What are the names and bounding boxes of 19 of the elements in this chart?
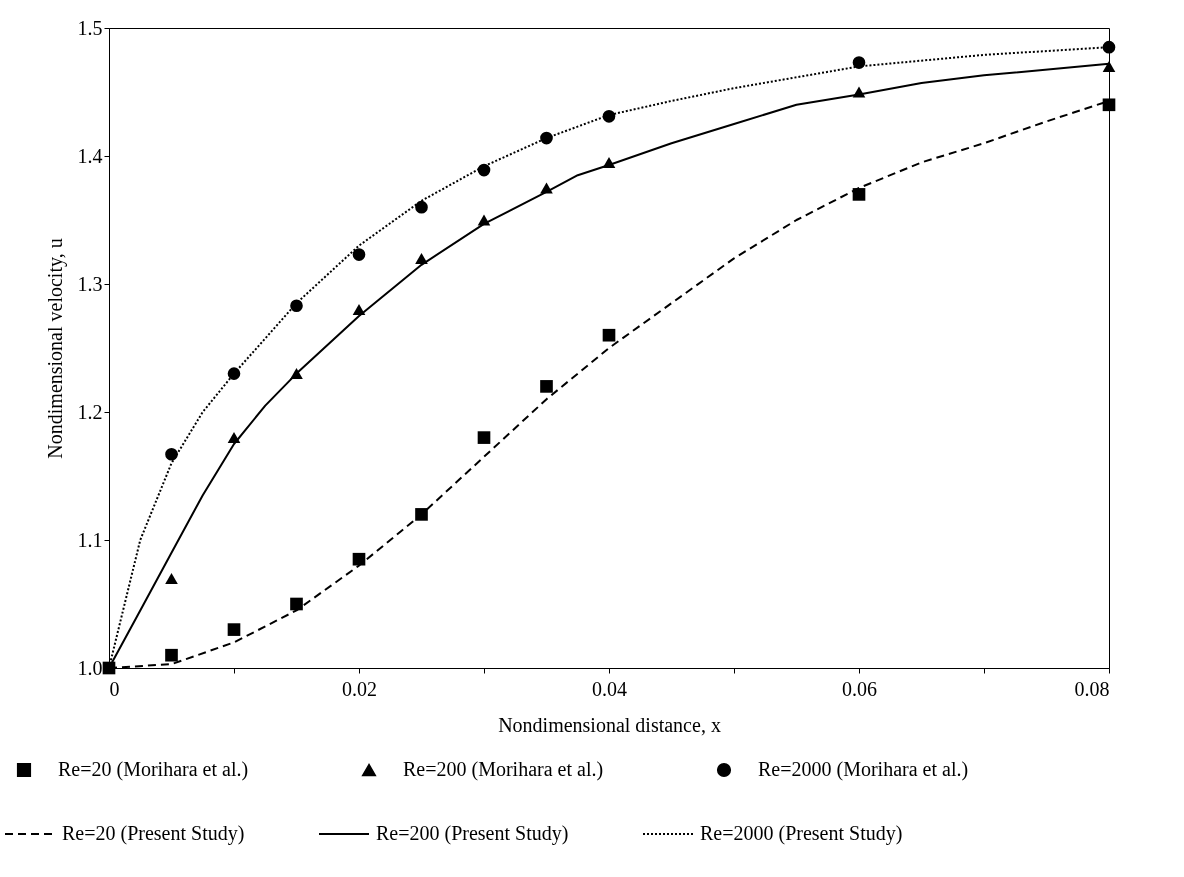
y-tick-label: 1.3 [77,272,103,295]
x-tick-label: 0.06 [842,677,877,700]
x-axis-title: Nondimensional distance, x [498,713,721,736]
x-tick-label: 0.08 [1074,677,1110,700]
legend-label: Re=200 (Morihara et al.) [403,758,604,781]
x-tick-label: 0 [109,677,120,700]
y-tick-label: 1.1 [77,528,103,551]
y-tick-label: 1.2 [77,400,103,423]
y-tick-label: 1.0 [77,656,103,679]
y-tick-label: 1.5 [77,16,103,39]
y-axis-title: Nondimensional velocity, u [43,238,67,459]
y-tick-label: 1.4 [77,144,103,167]
legend-label: Re=2000 (Present Study) [700,822,903,845]
x-tick-label: 0.04 [592,677,627,700]
x-tick-label: 0.02 [342,677,377,700]
legend-label: Re=20 (Present Study) [62,822,245,845]
legend-label: Re=2000 (Morihara et al.) [758,758,969,781]
legend-label: Re=20 (Morihara et al.) [58,758,249,781]
legend-label: Re=200 (Present Study) [376,822,569,845]
